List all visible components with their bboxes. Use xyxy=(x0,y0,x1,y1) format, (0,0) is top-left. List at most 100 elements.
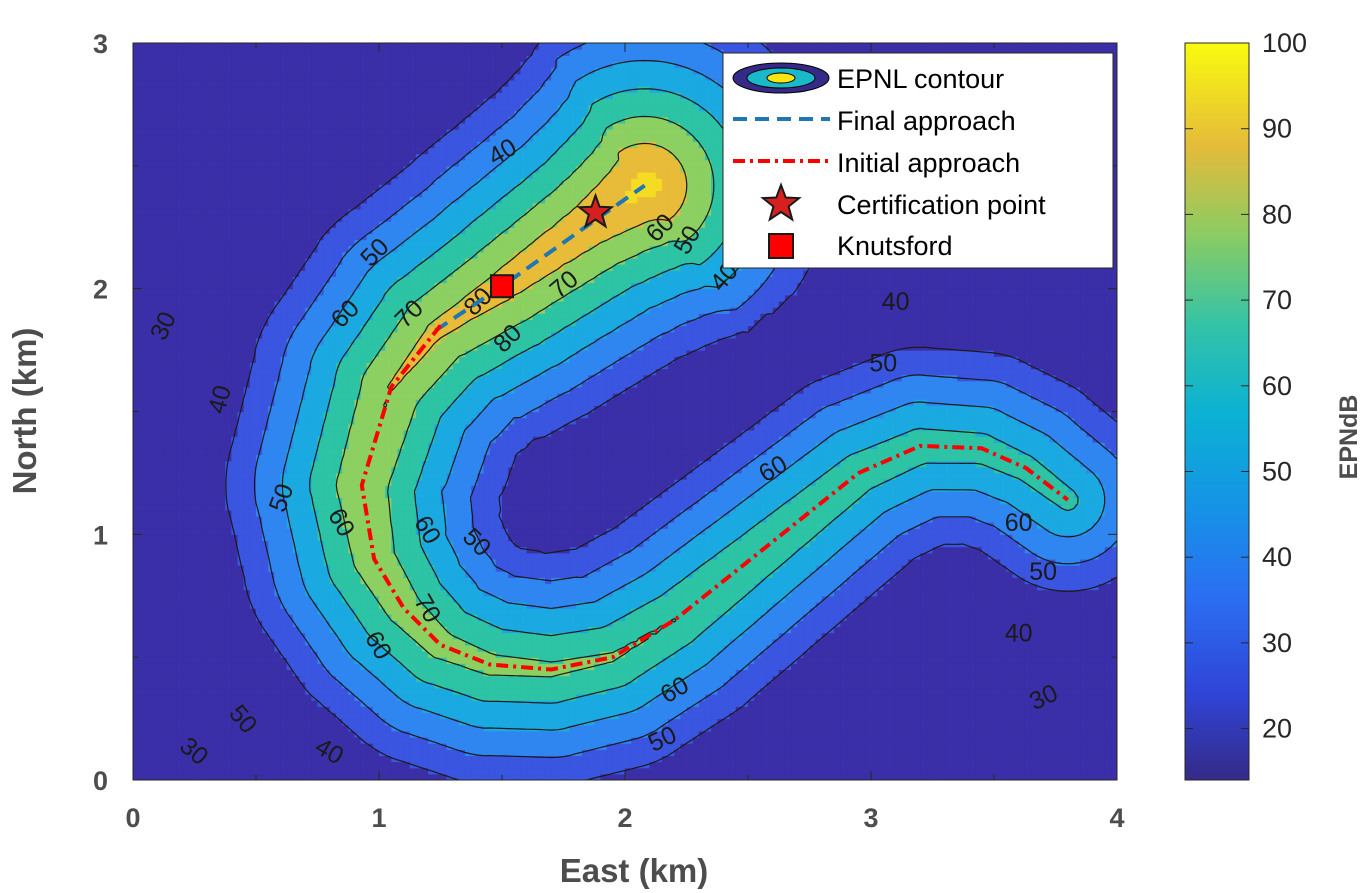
contour-cell xyxy=(625,719,632,726)
contour-cell xyxy=(311,712,318,719)
contour-cell xyxy=(342,712,349,719)
contour-cell xyxy=(520,694,527,701)
contour-cell xyxy=(687,743,694,750)
contour-cell xyxy=(600,608,607,615)
contour-cell xyxy=(834,682,841,689)
contour-cell xyxy=(219,596,226,603)
contour-cell xyxy=(650,706,657,713)
contour-cell xyxy=(508,743,515,750)
contour-cell xyxy=(963,755,970,762)
contour-cell xyxy=(920,639,927,646)
contour-cell xyxy=(416,725,423,732)
contour-cell xyxy=(459,768,466,775)
contour-cell xyxy=(238,676,245,683)
contour-cell xyxy=(434,700,441,707)
contour-cell xyxy=(945,694,952,701)
contour-cell xyxy=(139,719,146,726)
contour-cell xyxy=(576,596,583,603)
contour-cell xyxy=(754,626,761,633)
contour-cell xyxy=(305,676,312,683)
contour-cell xyxy=(1062,626,1069,633)
contour-cell xyxy=(459,596,466,603)
contour-cell xyxy=(238,743,245,750)
contour-cell xyxy=(1006,725,1013,732)
contour-cell xyxy=(262,596,269,603)
contour-cell xyxy=(1049,645,1056,652)
contour-cell xyxy=(883,755,890,762)
contour-cell xyxy=(594,762,601,769)
contour-cell xyxy=(570,651,577,658)
contour-cell xyxy=(939,645,946,652)
contour-cell xyxy=(1086,700,1093,707)
contour-cell xyxy=(151,725,158,732)
contour-cell xyxy=(299,743,306,750)
contour-cell xyxy=(877,731,884,738)
contour-cell xyxy=(158,633,165,640)
contour-cell xyxy=(582,676,589,683)
contour-cell xyxy=(951,620,958,627)
contour-cell xyxy=(570,645,577,652)
contour-cell xyxy=(1092,694,1099,701)
contour-cell xyxy=(988,602,995,609)
contour-cell xyxy=(619,620,626,627)
contour-cell xyxy=(877,755,884,762)
contour-cell xyxy=(1068,749,1075,756)
contour-cell xyxy=(557,712,564,719)
contour-cell xyxy=(1086,669,1093,676)
contour-cell xyxy=(828,762,835,769)
contour-cell xyxy=(631,688,638,695)
contour-cell xyxy=(687,712,694,719)
contour-cell xyxy=(176,657,183,664)
contour-cell xyxy=(865,645,872,652)
contour-cell xyxy=(1056,626,1063,633)
contour-cell xyxy=(207,620,214,627)
contour-cell xyxy=(428,749,435,756)
contour-cell xyxy=(188,682,195,689)
contour-cell xyxy=(951,712,958,719)
contour-cell xyxy=(908,651,915,658)
contour-cell xyxy=(354,719,361,726)
contour-cell xyxy=(416,626,423,633)
contour-cell xyxy=(982,768,989,775)
contour-cell xyxy=(459,620,466,627)
contour-cell xyxy=(336,694,343,701)
contour-cell xyxy=(1080,768,1087,775)
contour-cell xyxy=(207,614,214,621)
contour-cell xyxy=(576,682,583,689)
contour-cell xyxy=(760,694,767,701)
contour-cell xyxy=(207,712,214,719)
contour-cell xyxy=(1074,706,1081,713)
contour-cell xyxy=(1012,737,1019,744)
contour-cell xyxy=(311,583,318,590)
contour-cell xyxy=(1012,651,1019,658)
contour-cell xyxy=(324,645,331,652)
contour-cell xyxy=(631,712,638,719)
contour-cell xyxy=(748,596,755,603)
contour-cell xyxy=(570,682,577,689)
contour-cell xyxy=(976,626,983,633)
contour-cell xyxy=(1000,749,1007,756)
contour-cell xyxy=(742,608,749,615)
contour-cell xyxy=(1000,651,1007,658)
contour-cell xyxy=(385,669,392,676)
contour-cell xyxy=(520,712,527,719)
contour-cell xyxy=(637,694,644,701)
contour-cell xyxy=(988,657,995,664)
contour-cell xyxy=(1000,755,1007,762)
contour-cell xyxy=(496,633,503,640)
contour-cell xyxy=(791,731,798,738)
contour-cell xyxy=(441,755,448,762)
contour-cell xyxy=(219,731,226,738)
contour-cell xyxy=(158,608,165,615)
contour-cell xyxy=(816,694,823,701)
contour-cell xyxy=(151,706,158,713)
contour-cell xyxy=(1080,700,1087,707)
contour-cell xyxy=(976,590,983,597)
contour-cell xyxy=(299,614,306,621)
contour-cell xyxy=(564,596,571,603)
contour-cell xyxy=(926,755,933,762)
contour-cell xyxy=(920,755,927,762)
contour-cell xyxy=(514,731,521,738)
contour-cell xyxy=(1099,633,1106,640)
contour-cell xyxy=(465,737,472,744)
